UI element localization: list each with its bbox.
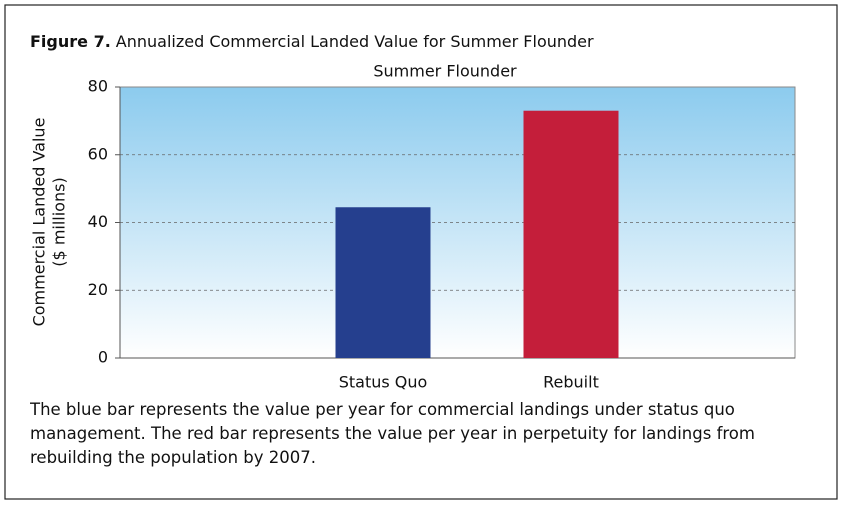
y-axis-label: ($ millions) <box>50 177 69 266</box>
x-tick-label: Status Quo <box>339 373 428 392</box>
y-tick-label: 0 <box>98 348 108 367</box>
figure-heading: Figure 7. Annualized Commercial Landed Va… <box>30 32 594 51</box>
chart-title: Summer Flounder <box>373 62 517 81</box>
caption: The blue bar represents the value per ye… <box>30 400 755 467</box>
figure-label: Figure 7. <box>30 32 111 51</box>
figure-title: Annualized Commercial Landed Value for S… <box>116 32 594 51</box>
bar <box>335 207 431 358</box>
y-tick-label: 20 <box>88 280 108 299</box>
y-axis-label: Commercial Landed Value <box>30 118 49 327</box>
caption-box: The blue bar represents the value per ye… <box>30 400 755 467</box>
y-tick-label: 60 <box>88 144 108 163</box>
bar <box>523 110 619 359</box>
y-tick-label: 40 <box>88 212 108 231</box>
y-tick-label: 80 <box>88 77 108 96</box>
x-tick-label: Rebuilt <box>543 373 599 392</box>
